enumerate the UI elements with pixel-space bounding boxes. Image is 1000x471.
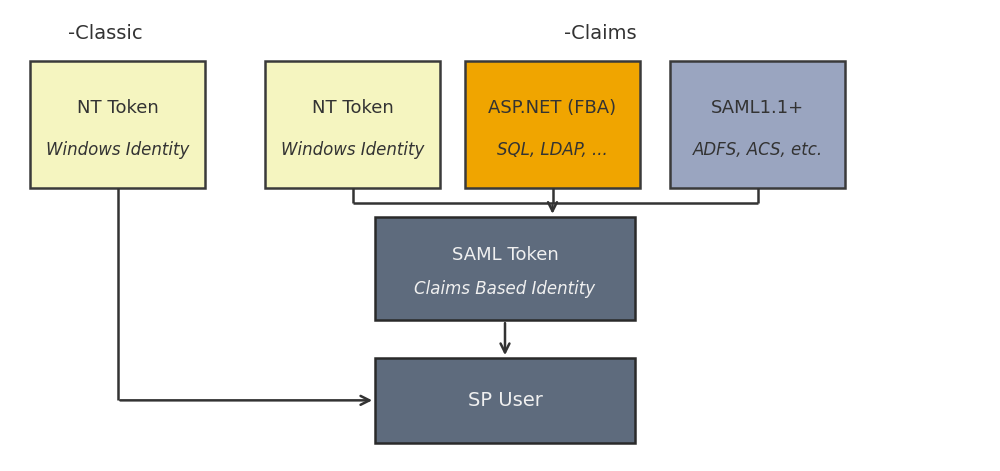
FancyBboxPatch shape	[375, 217, 635, 320]
Text: SP User: SP User	[468, 391, 542, 410]
Text: SAML Token: SAML Token	[452, 246, 558, 264]
Text: NT Token: NT Token	[77, 99, 158, 117]
FancyBboxPatch shape	[265, 61, 440, 188]
Text: ADFS, ACS, etc.: ADFS, ACS, etc.	[692, 141, 823, 159]
Text: SQL, LDAP, ...: SQL, LDAP, ...	[497, 141, 608, 159]
Text: -Classic: -Classic	[68, 24, 142, 42]
Text: ASP.NET (FBA): ASP.NET (FBA)	[488, 99, 617, 117]
Text: NT Token: NT Token	[312, 99, 393, 117]
Text: -Claims: -Claims	[564, 24, 636, 42]
FancyBboxPatch shape	[670, 61, 845, 188]
Text: SAML1.1+: SAML1.1+	[711, 99, 804, 117]
Text: Windows Identity: Windows Identity	[281, 141, 424, 159]
FancyBboxPatch shape	[375, 358, 635, 443]
Text: Claims Based Identity: Claims Based Identity	[414, 280, 596, 298]
FancyBboxPatch shape	[465, 61, 640, 188]
FancyBboxPatch shape	[30, 61, 205, 188]
Text: Windows Identity: Windows Identity	[46, 141, 189, 159]
